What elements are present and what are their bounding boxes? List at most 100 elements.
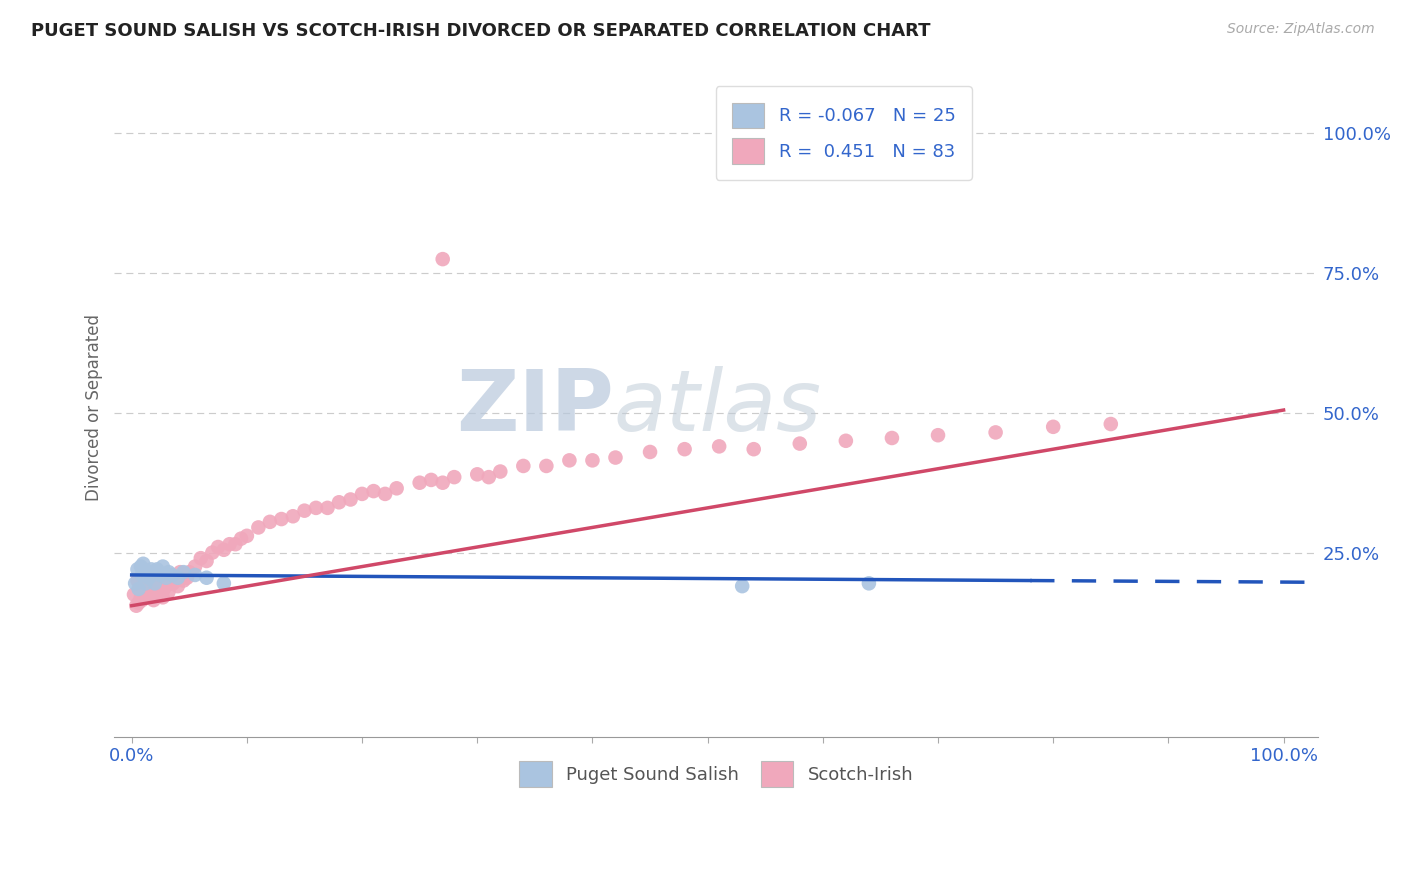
Point xyxy=(1042,419,1064,434)
Point xyxy=(129,591,152,605)
Point xyxy=(153,582,176,596)
Point xyxy=(247,520,270,534)
Point xyxy=(190,551,212,566)
Point xyxy=(131,593,153,607)
Point xyxy=(173,574,195,588)
Point xyxy=(224,537,246,551)
Point xyxy=(128,582,150,596)
Point xyxy=(165,574,187,588)
Point xyxy=(152,591,174,605)
Point xyxy=(148,582,170,596)
Point xyxy=(145,576,167,591)
Point xyxy=(159,576,181,591)
Text: Source: ZipAtlas.com: Source: ZipAtlas.com xyxy=(1227,22,1375,37)
Point xyxy=(128,596,150,610)
Point xyxy=(138,571,160,585)
Point xyxy=(173,565,195,579)
Point xyxy=(536,458,558,473)
Point xyxy=(201,545,224,559)
Point xyxy=(128,582,150,596)
Point xyxy=(270,512,292,526)
Point xyxy=(143,576,166,591)
Y-axis label: Divorced or Separated: Divorced or Separated xyxy=(86,314,103,500)
Point xyxy=(363,484,385,499)
Point xyxy=(195,571,218,585)
Point xyxy=(236,529,259,543)
Point xyxy=(605,450,627,465)
Point xyxy=(124,576,146,591)
Point xyxy=(316,500,339,515)
Point xyxy=(212,542,235,557)
Point xyxy=(141,562,163,576)
Point xyxy=(512,458,534,473)
Point xyxy=(169,565,191,579)
Point xyxy=(294,503,316,517)
Point xyxy=(157,565,180,579)
Point xyxy=(134,587,156,601)
Point xyxy=(149,582,172,596)
Point xyxy=(122,587,145,601)
Point xyxy=(858,576,880,591)
Point xyxy=(339,492,361,507)
Point xyxy=(432,475,454,490)
Point xyxy=(707,439,730,453)
Point xyxy=(157,584,180,599)
Point xyxy=(638,445,661,459)
Point xyxy=(489,465,512,479)
Point xyxy=(443,470,465,484)
Point xyxy=(138,582,160,596)
Point xyxy=(160,576,183,591)
Point xyxy=(127,574,149,588)
Point xyxy=(432,252,454,266)
Point xyxy=(352,487,374,501)
Point xyxy=(184,559,207,574)
Point xyxy=(150,576,173,591)
Point xyxy=(139,576,162,591)
Point xyxy=(328,495,350,509)
Point xyxy=(125,599,148,613)
Point xyxy=(229,532,252,546)
Point xyxy=(420,473,443,487)
Point xyxy=(129,559,152,574)
Point xyxy=(162,576,184,591)
Point xyxy=(131,568,153,582)
Point xyxy=(135,579,157,593)
Point xyxy=(835,434,858,448)
Point xyxy=(143,584,166,599)
Point xyxy=(581,453,603,467)
Point xyxy=(880,431,903,445)
Legend: Puget Sound Salish, Scotch-Irish: Puget Sound Salish, Scotch-Irish xyxy=(512,754,921,794)
Point xyxy=(259,515,281,529)
Point xyxy=(176,571,198,585)
Point xyxy=(218,537,240,551)
Point xyxy=(179,565,201,579)
Point xyxy=(789,436,811,450)
Point xyxy=(127,562,149,576)
Point xyxy=(212,576,235,591)
Point xyxy=(152,559,174,574)
Point xyxy=(141,582,163,596)
Point xyxy=(281,509,304,524)
Text: atlas: atlas xyxy=(614,366,823,449)
Text: ZIP: ZIP xyxy=(456,366,614,449)
Point xyxy=(984,425,1007,440)
Point xyxy=(160,568,183,582)
Point xyxy=(927,428,949,442)
Point xyxy=(305,500,328,515)
Point xyxy=(166,579,188,593)
Point xyxy=(132,584,155,599)
Point xyxy=(135,565,157,579)
Point xyxy=(155,571,177,585)
Point xyxy=(731,579,754,593)
Point xyxy=(141,587,163,601)
Point xyxy=(149,568,172,582)
Point xyxy=(673,442,696,457)
Point xyxy=(146,587,169,601)
Point xyxy=(207,540,229,554)
Point xyxy=(155,574,177,588)
Point xyxy=(184,568,207,582)
Point xyxy=(136,591,159,605)
Point xyxy=(1099,417,1122,431)
Point xyxy=(134,576,156,591)
Point xyxy=(166,571,188,585)
